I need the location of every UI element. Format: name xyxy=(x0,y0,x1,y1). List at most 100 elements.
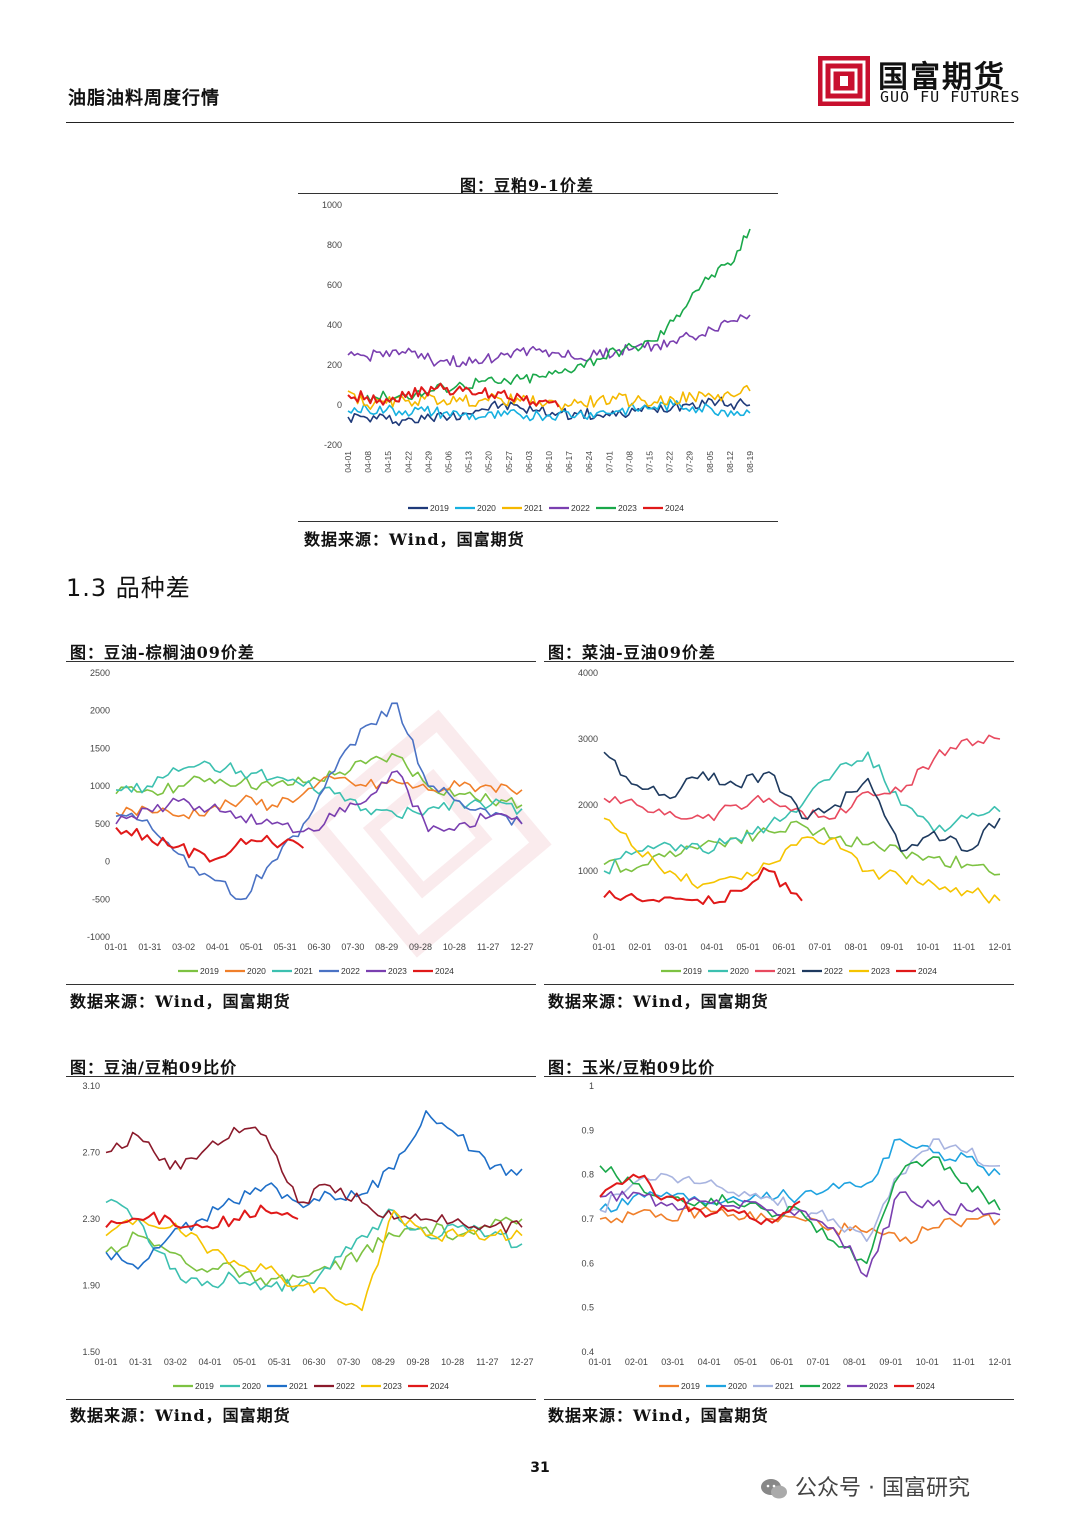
x-tick-label: 01-31 xyxy=(138,942,161,952)
y-tick-label: 1000 xyxy=(578,866,598,876)
y-tick-label: 0.9 xyxy=(581,1125,594,1135)
chart1-source: 数据来源：Wind，国富期货 xyxy=(304,530,525,549)
x-tick-label: 04-15 xyxy=(383,451,393,473)
section-heading: 1.3 品种差 xyxy=(66,574,191,602)
company-logo-icon xyxy=(818,56,870,106)
x-tick-label: 11-27 xyxy=(476,1357,498,1367)
legend-label: 2019 xyxy=(430,503,449,513)
y-tick-label: 1 xyxy=(589,1081,594,1091)
x-tick-label: 05-01 xyxy=(240,942,263,952)
x-tick-label: 11-01 xyxy=(953,942,975,952)
legend-label: 2023 xyxy=(869,1381,888,1391)
series-line-2021 xyxy=(105,1110,523,1270)
x-tick-label: 01-31 xyxy=(129,1357,152,1367)
legend-label: 2023 xyxy=(383,1381,402,1391)
legend-label: 2022 xyxy=(824,966,843,976)
chart5-source: 数据来源：Wind，国富期货 xyxy=(548,1406,769,1425)
legend-label: 2024 xyxy=(665,503,684,513)
x-tick-label: 06-17 xyxy=(564,451,574,473)
series-line-2022 xyxy=(603,751,1001,852)
x-tick-label: 01-01 xyxy=(104,942,127,952)
x-tick-label: 08-05 xyxy=(705,451,715,473)
series-line-2023 xyxy=(599,1190,1001,1278)
x-tick-label: 05-20 xyxy=(484,451,494,473)
x-tick-label: 10-28 xyxy=(443,942,466,952)
y-tick-label: 200 xyxy=(327,360,342,370)
y-tick-label: 1.50 xyxy=(82,1347,100,1357)
wechat-icon xyxy=(761,1479,787,1499)
legend-label: 2020 xyxy=(242,1381,261,1391)
y-tick-label: 800 xyxy=(327,240,342,250)
chart3-title-rule xyxy=(544,661,1014,662)
series-line-2023 xyxy=(105,1209,523,1312)
series-line-2024 xyxy=(603,866,803,905)
chart1-title-rule xyxy=(298,193,778,194)
page-number: 31 xyxy=(530,1460,550,1476)
series-line-2024 xyxy=(115,826,305,863)
x-tick-label: 04-01 xyxy=(206,942,229,952)
legend-label: 2024 xyxy=(435,966,454,976)
y-tick-label: 1500 xyxy=(90,743,110,753)
report-title: 油脂油料周度行情 xyxy=(68,88,220,109)
y-tick-label: 2.30 xyxy=(82,1214,100,1224)
y-tick-label: 0.6 xyxy=(581,1258,594,1268)
x-tick-label: 08-01 xyxy=(843,1357,866,1367)
y-tick-label: 0 xyxy=(337,400,342,410)
x-tick-label: 03-02 xyxy=(164,1357,187,1367)
x-tick-label: 09-28 xyxy=(406,1357,429,1367)
wechat-label: 公众号 · 国富研究 xyxy=(795,1476,970,1501)
y-tick-label: 1.90 xyxy=(82,1281,100,1291)
x-tick-label: 06-01 xyxy=(772,942,795,952)
x-tick-label: 07-30 xyxy=(341,942,364,952)
chart5-title: 图：玉米/豆粕09比价 xyxy=(548,1058,716,1077)
x-tick-label: 12-27 xyxy=(510,942,533,952)
legend-label: 2024 xyxy=(918,966,937,976)
x-tick-label: 07-15 xyxy=(645,451,655,473)
legend-label: 2020 xyxy=(730,966,749,976)
x-tick-label: 03-01 xyxy=(661,1357,684,1367)
chart4-source: 数据来源：Wind，国富期货 xyxy=(70,1406,291,1425)
x-tick-label: 08-12 xyxy=(725,451,735,473)
x-tick-label: 03-01 xyxy=(664,942,687,952)
x-tick-label: 04-01 xyxy=(198,1357,221,1367)
chart2-bottom-rule xyxy=(66,984,536,985)
x-tick-label: 05-01 xyxy=(736,942,759,952)
chart4-title-rule xyxy=(66,1076,536,1077)
series-line-2022 xyxy=(347,314,751,368)
y-tick-label: 0 xyxy=(105,857,110,867)
y-tick-label: 2000 xyxy=(90,706,110,716)
y-tick-label: 0.7 xyxy=(581,1214,594,1224)
x-tick-label: 12-01 xyxy=(988,942,1011,952)
x-tick-label: 06-30 xyxy=(307,942,330,952)
series-line-2024 xyxy=(347,382,560,408)
y-tick-label: 0 xyxy=(593,932,598,942)
x-tick-label: 10-28 xyxy=(441,1357,464,1367)
series-line-2021 xyxy=(115,760,523,819)
legend-label: 2022 xyxy=(336,1381,355,1391)
legend-label: 2019 xyxy=(195,1381,214,1391)
x-tick-label: 11-01 xyxy=(952,1357,974,1367)
chart5-bottom-rule xyxy=(544,1399,1014,1400)
legend-label: 2022 xyxy=(341,966,360,976)
series-line-2021 xyxy=(603,734,1001,822)
series-line-2020 xyxy=(115,775,523,820)
x-tick-label: 09-01 xyxy=(879,1357,902,1367)
legend-label: 2020 xyxy=(247,966,266,976)
series-line-2023 xyxy=(603,817,1001,904)
series-line-2024 xyxy=(105,1204,299,1230)
x-tick-label: 02-01 xyxy=(625,1357,648,1367)
x-tick-label: 05-31 xyxy=(274,942,297,952)
y-tick-label: 1000 xyxy=(90,781,110,791)
series-line-2021 xyxy=(347,384,751,411)
x-tick-label: 05-06 xyxy=(444,451,454,473)
legend-label: 2021 xyxy=(524,503,543,513)
x-tick-label: 06-10 xyxy=(544,451,554,473)
x-tick-label: 05-13 xyxy=(464,451,474,473)
legend-label: 2021 xyxy=(777,966,796,976)
y-tick-label: 600 xyxy=(327,280,342,290)
y-tick-label: 4000 xyxy=(578,668,598,678)
chart4-title: 图：豆油/豆粕09比价 xyxy=(70,1058,238,1077)
chart2-title: 图：豆油-棕榈油09价差 xyxy=(70,643,255,662)
x-tick-label: 05-01 xyxy=(233,1357,256,1367)
y-tick-label: -1000 xyxy=(87,932,110,942)
